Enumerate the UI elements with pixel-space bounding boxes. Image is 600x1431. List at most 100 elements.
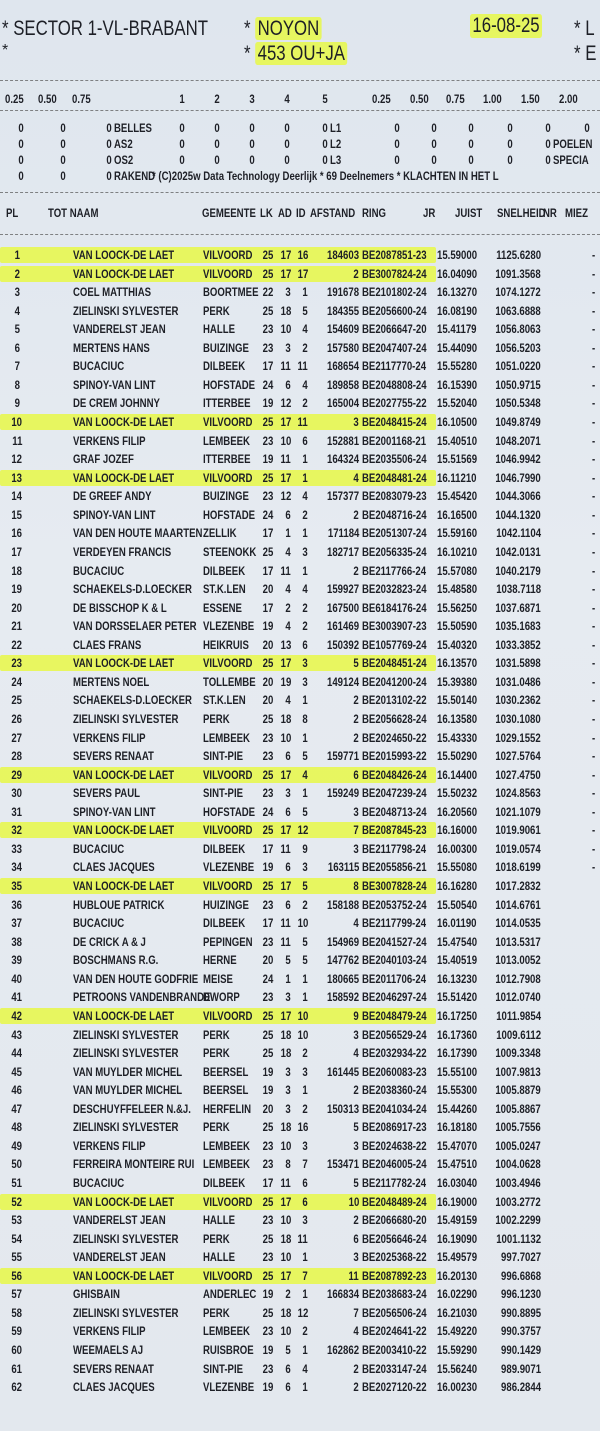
cell-ring: BE2032934-22 [362,1046,427,1061]
table-row: 40 VAN DEN HOUTE GODFRIE MEISE 24 1 1 180665 BE… [0,970,600,988]
cell-snelheid: 996.1230 [500,1287,541,1302]
cell-afstand: 167500 [326,600,359,615]
col-ad: AD [278,206,292,220]
cell-nr: - [592,637,596,652]
table-row-highlighted: 52 VAN LOOCK-DE LAET VILVOORD 25 17 6 10 BE2048… [0,1193,600,1211]
cell-juist: 15.50232 [437,786,478,801]
divider [0,80,600,81]
table-row: 44 ZIELINSKI SYLVESTER PERK 25 18 2 4 BE2032934… [0,1044,600,1062]
footer-text: * (C)2025w Data Technology Deerlijk * 69… [152,169,499,183]
stat-label: BELLES [114,121,152,135]
table-row: 27 VERKENS FILIP LEMBEEK 23 10 1 2 BE2024650-22… [0,729,600,747]
cell-id: 11 [297,1231,308,1246]
cell-gemeente: DILBEEK [203,916,246,931]
table-row: 15 SPINOY-VAN LINT HOFSTADE 24 6 2 2 BE2048716-… [0,506,600,524]
cell-pl: 28 [11,749,23,764]
cell-ring: BE2048808-24 [362,377,427,392]
cell-ad: 18 [280,1305,291,1320]
stat-value: 0 [214,153,220,167]
stat-col-header: 1.50 [521,92,540,106]
stat-value: 0 [507,137,513,151]
cell-lk: 25 [262,823,273,838]
cell-juist: 15.59290 [437,1343,478,1358]
cell-ring: BE2001168-21 [362,433,427,448]
race-date: 16-08-25 [470,14,560,38]
cell-afstand: 8 [353,879,359,894]
stat-value: 0 [431,137,437,151]
stat-value: 0 [18,121,24,135]
cell-nr: - [592,563,596,578]
cell-id: 6 [302,1176,308,1190]
cell-naam: VAN LOOCK-DE LAET [73,470,175,485]
cell-id: 1 [302,971,308,986]
cell-naam: ZIELINSKI SYLVESTER [73,712,179,726]
highlight-marker [0,766,436,783]
cell-naam: VAN LOOCK-DE LAET [73,266,175,281]
cell-afstand: 159927 [326,582,359,597]
cell-afstand: 184603 [326,248,359,262]
cell-ring: BE2060083-23 [362,1064,427,1079]
cell-ring: BE2087845-23 [362,823,427,838]
cell-gemeente: VILVOORD [203,656,253,671]
cell-id: 5 [302,879,308,894]
cell-lk: 17 [262,359,273,374]
cell-ring: BE2047239-24 [362,786,427,801]
table-row: 50 FERREIRA MONTEIRE RUI LEMBEEK 23 8 7 153471… [0,1155,600,1173]
highlight-marker [0,655,436,672]
cell-lk: 24 [262,971,273,986]
cell-juist: 16.11210 [437,470,477,485]
cell-naam: VAN DEN HOUTE MAARTEN [73,526,203,541]
cell-ring: BE2035506-24 [362,452,427,467]
cell-ring: BE2048479-24 [362,1008,427,1023]
table-row: 18 BUCACIUC DILBEEK 17 11 1 2 BE2117766-24 15.57… [0,562,600,580]
cell-nr: - [592,712,596,726]
cell-nr: - [592,452,596,467]
cell-id: 12 [297,823,308,838]
cell-afstand: 6 [353,767,359,782]
cell-lk: 20 [262,674,273,689]
cell-afstand: 159249 [326,786,359,801]
cell-gemeente: RUISBROE [203,1343,254,1358]
cell-nr: - [592,266,596,281]
stat-value: 0 [214,121,220,135]
cell-ad: 12 [280,489,291,504]
cell-snelheid: 1029.1552 [495,730,541,745]
cell-id: 1 [302,470,308,485]
divider [0,192,600,193]
cell-afstand: 5 [353,1176,359,1190]
cell-id: 1 [302,693,308,708]
cell-nr: - [592,377,596,392]
table-row: 39 BOSCHMANS R.G. HERNE 20 5 5 147762 BE2040103… [0,951,600,969]
cell-id: 6 [302,1194,308,1209]
cell-pl: 6 [14,340,20,355]
cell-pl: 21 [11,619,23,634]
cell-ring: BE2086917-23 [362,1120,427,1135]
table-row: 31 SPINOY-VAN LINT HOFSTADE 24 6 5 3 BE2048713-… [0,803,600,821]
cell-id: 2 [302,507,308,522]
table-row: 37 BUCACIUC DILBEEK 17 11 10 4 BE2117799-24 16.0… [0,914,600,932]
cell-ring: BE2040103-24 [362,953,427,968]
cell-juist: 16.04090 [437,266,478,281]
table-row: 16 VAN DEN HOUTE MAARTEN ZELLIK 17 1 1 171184 B… [0,524,600,542]
table-row: 58 ZIELINSKI SYLVESTER PERK 25 18 12 7 BE205650… [0,1304,600,1322]
cell-afstand: 157580 [326,340,359,355]
stat-value: 0 [18,153,24,167]
cell-pl: 7 [14,359,20,374]
cell-naam: DESCHUYFFELEER N.&J. [73,1101,191,1116]
cell-gemeente: HALLE [203,322,235,337]
cell-ad: 5 [285,1343,291,1358]
cell-ring: BE2003410-22 [362,1343,427,1358]
cell-naam: ZIELINSKI SYLVESTER [73,1046,179,1061]
cell-id: 4 [302,489,308,504]
cell-lk: 20 [262,582,273,597]
cell-afstand: 2 [353,1380,359,1395]
cell-juist: 16.13270 [437,285,478,300]
cell-naam: SEVERS RENAAT [73,749,154,764]
cell-lk: 17 [262,1176,273,1190]
cell-snelheid: 1030.1080 [495,712,541,726]
cell-lk: 22 [262,285,273,300]
cell-id: 5 [302,804,308,819]
cell-ring: BE3007828-24 [362,879,427,894]
stat-value: 0 [394,121,400,135]
table-row: 9 DE CREM JOHNNY ITTERBEE 19 12 2 165004 BE2027… [0,394,600,412]
